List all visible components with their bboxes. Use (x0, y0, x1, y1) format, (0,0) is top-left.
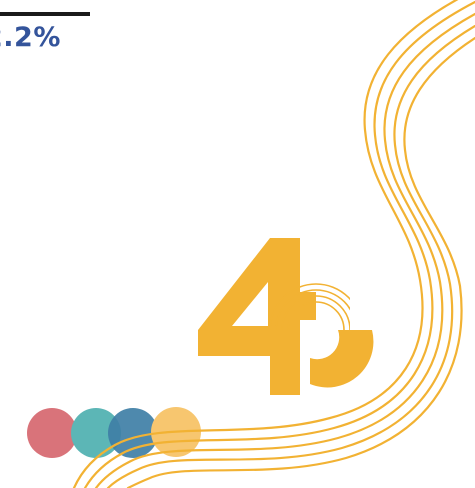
anniversary-40-logo (198, 238, 374, 395)
red-dot (27, 408, 77, 458)
stat-percentage: 2.2% (0, 22, 61, 53)
top-divider (0, 12, 90, 16)
teal-dot (71, 408, 121, 458)
gold-flowing-lines (72, 0, 475, 488)
blue-dot (108, 408, 158, 458)
